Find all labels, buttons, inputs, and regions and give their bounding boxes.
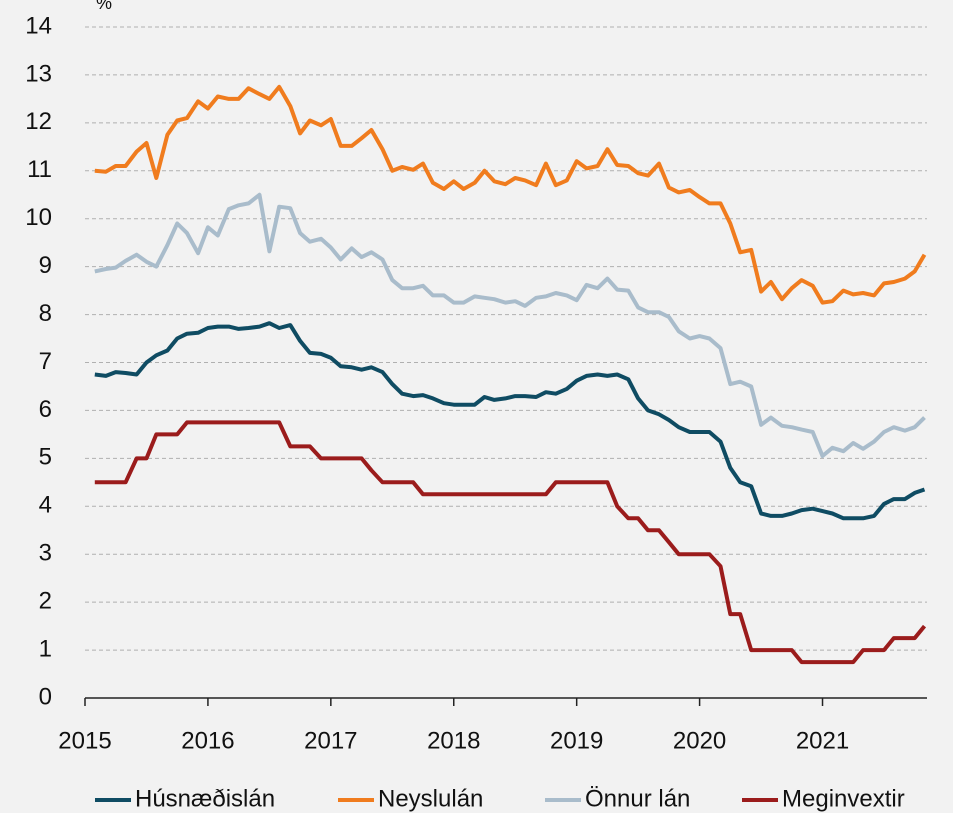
y-tick-label: 7 xyxy=(39,348,52,375)
y-tick-label: 13 xyxy=(25,60,52,87)
legend-label: Húsnæðislán xyxy=(135,785,275,812)
legend-label: Neyslulán xyxy=(378,785,483,812)
series-line xyxy=(94,321,926,521)
x-tick-label: 2019 xyxy=(550,727,603,754)
y-tick-label: 8 xyxy=(39,300,52,327)
x-tick-label: 2016 xyxy=(181,727,234,754)
series-line xyxy=(94,192,926,458)
x-tick-label: 2020 xyxy=(673,727,726,754)
y-tick-label: 10 xyxy=(25,204,52,231)
y-tick-label: 3 xyxy=(39,540,52,567)
x-tick-label: 2018 xyxy=(427,727,480,754)
y-axis-unit: % xyxy=(96,0,112,13)
y-tick-label: 5 xyxy=(39,444,52,471)
y-tick-label: 1 xyxy=(39,635,52,662)
y-tick-label: 9 xyxy=(39,252,52,279)
legend-label: Meginvextir xyxy=(782,785,905,812)
series-line xyxy=(94,84,927,305)
series-line xyxy=(94,420,927,665)
y-tick-label: 12 xyxy=(25,108,52,135)
y-tick-label: 0 xyxy=(39,683,52,710)
x-tick-label: 2015 xyxy=(58,727,111,754)
legend-label: Önnur lán xyxy=(585,785,690,812)
y-tick-label: 14 xyxy=(25,12,52,39)
y-tick-label: 11 xyxy=(27,156,52,183)
y-tick-label: 4 xyxy=(39,492,52,519)
y-tick-label: 2 xyxy=(39,587,52,614)
x-tick-label: 2017 xyxy=(304,727,357,754)
y-tick-label: 6 xyxy=(39,396,52,423)
x-tick-label: 2021 xyxy=(796,727,849,754)
